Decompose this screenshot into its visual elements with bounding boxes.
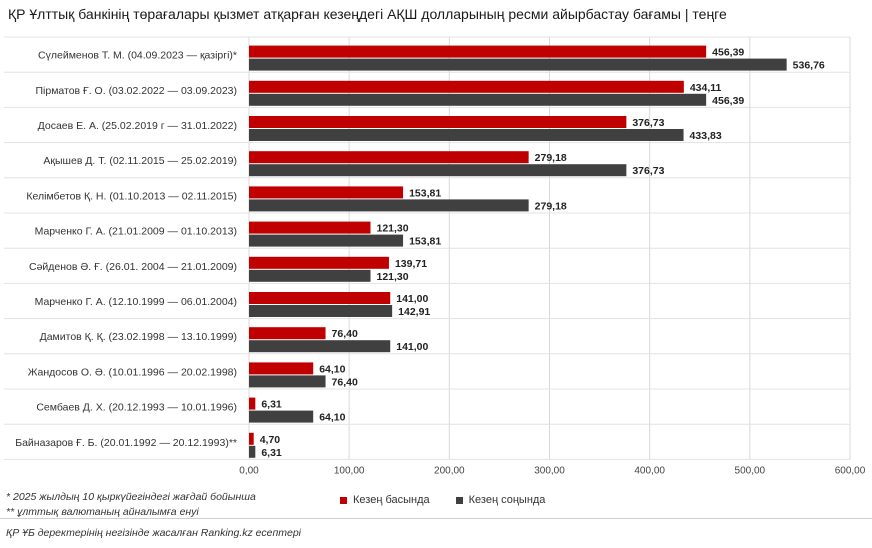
data-label: 6,31	[261, 399, 282, 411]
bar-end	[249, 129, 684, 141]
bar-start	[249, 80, 684, 93]
bar-end	[249, 58, 787, 71]
bar-start	[249, 186, 404, 199]
separator	[0, 518, 872, 519]
data-label: 141,00	[396, 293, 428, 305]
legend-item-end: Кезең соңында	[455, 494, 546, 506]
category-label: Досаев Е. А. (25.02.2019 г — 31.01.2022)	[38, 120, 237, 132]
x-tick-label: 600,00	[835, 465, 866, 476]
bar-start	[249, 221, 371, 234]
data-label: 76,40	[332, 376, 358, 388]
bar-start	[249, 151, 529, 164]
bar-end	[249, 234, 404, 247]
legend-label-start: Кезең басында	[353, 494, 430, 506]
data-label: 64,10	[319, 412, 345, 424]
data-label: 153,81	[409, 187, 441, 199]
data-label: 456,39	[712, 47, 744, 59]
category-label: Марченко Г. А. (21.01.2009 — 01.10.2013)	[35, 226, 237, 238]
bar-end	[249, 410, 314, 423]
footnote-1: * 2025 жылдың 10 қыркүйегіндегі жағдай б…	[6, 491, 256, 503]
bar-chart: 0,00 100,00 200,00 300,00 400,00 500,00 600,00…	[4, 36, 866, 476]
data-label: 121,30	[377, 223, 409, 235]
category-label: Сәйденов Ә. Ғ. (26.01. 2004 — 21.01.2009…	[29, 261, 237, 273]
bar-end	[249, 93, 707, 106]
data-label: 433,83	[690, 130, 722, 142]
bar-end	[249, 340, 391, 353]
data-label: 434,11	[690, 82, 722, 94]
x-tick-label: 200,00	[434, 465, 465, 476]
bar-end	[249, 199, 529, 212]
category-label: Жандосов О. Ә. (10.01.1996 — 20.02.1998)	[28, 366, 237, 378]
category-label: Сүлейменов Т. М. (04.09.2023 — қазіргі)*	[38, 50, 237, 62]
x-tick-label: 400,00	[634, 465, 665, 476]
x-tick-label: 100,00	[334, 465, 365, 476]
data-label: 6,31	[261, 447, 282, 459]
category-label: Келімбетов Қ. Н. (01.10.2013 — 02.11.201…	[26, 190, 237, 202]
data-label: 121,30	[377, 271, 409, 283]
data-label: 279,18	[535, 152, 567, 164]
bar-start	[249, 116, 627, 128]
legend: Кезең басында Кезең соңында	[340, 494, 545, 506]
data-label: 456,39	[712, 95, 744, 107]
bar-start	[249, 327, 326, 340]
category-label: Сембаев Д. Х. (20.12.1993 — 10.01.1996)	[36, 402, 237, 414]
data-label: 142,91	[398, 306, 430, 318]
x-tick-label: 500,00	[735, 465, 766, 476]
data-label: 536,76	[793, 60, 825, 72]
bar-end	[249, 269, 371, 282]
bar-start	[249, 45, 707, 58]
legend-item-start: Кезең басында	[340, 494, 430, 506]
source-note: ҚР ҰБ деректерінің негізінде жасалған Ra…	[6, 527, 302, 539]
data-label: 279,18	[535, 200, 567, 212]
bar-start	[249, 256, 389, 269]
bar-start	[249, 432, 254, 445]
bar-end	[249, 445, 256, 458]
x-tick-label: 300,00	[534, 465, 565, 476]
legend-label-end: Кезең соңында	[468, 494, 546, 506]
data-label: 376,73	[632, 165, 664, 177]
bar-end	[249, 164, 627, 177]
data-label: 376,73	[632, 117, 664, 129]
bar-start	[249, 292, 391, 304]
category-label: Марченко Г. А. (12.10.1999 — 06.01.2004)	[35, 296, 237, 308]
data-label: 4,70	[260, 434, 281, 446]
legend-swatch-end	[455, 496, 463, 504]
data-label: 153,81	[409, 236, 441, 248]
bar-start	[249, 362, 314, 375]
bar-end	[249, 305, 393, 317]
data-label: 76,40	[332, 328, 358, 340]
chart-title: ҚР Ұлттық банкінің төрағалары қызмет атқ…	[8, 6, 727, 22]
category-label: Пірматов Ғ. О. (03.02.2022 — 03.09.2023)	[35, 85, 237, 97]
footnote-2: ** ұлттық валютаның айналымға енуі	[6, 506, 199, 518]
category-label: Ақышев Д. Т. (02.11.2015 — 25.02.2019)	[43, 155, 237, 167]
x-tick-label: 0,00	[239, 465, 259, 476]
category-label: Байназаров Ғ. Б. (20.01.1992 — 20.12.199…	[15, 437, 237, 449]
legend-swatch-start	[340, 496, 347, 504]
bar-start	[249, 397, 256, 410]
data-label: 141,00	[396, 341, 428, 353]
bar-end	[249, 375, 326, 388]
category-label: Дамитов Қ. Қ. (23.02.1998 — 13.10.1999)	[40, 331, 237, 343]
data-label: 64,10	[319, 363, 345, 375]
data-label: 139,71	[395, 258, 427, 270]
